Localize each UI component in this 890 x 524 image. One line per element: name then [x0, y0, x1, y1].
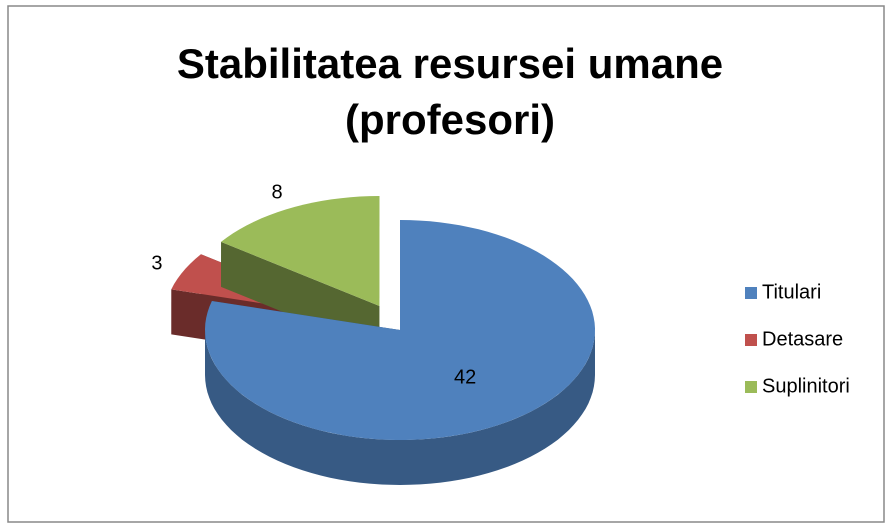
- data-label: 8: [271, 182, 282, 204]
- legend-swatch: [745, 287, 757, 299]
- legend-label: Titulari: [762, 281, 821, 303]
- legend-label: Detasare: [762, 328, 843, 350]
- slice: [221, 196, 380, 306]
- chart-title: Stabilitatea resursei umane (profesori): [176, 40, 724, 143]
- data-label: 3: [151, 252, 162, 274]
- data-label: 42: [454, 366, 476, 388]
- slice-rim: [205, 330, 595, 485]
- legend-label: Suplinitori: [762, 375, 850, 397]
- legend-swatch: [745, 381, 757, 393]
- legend-swatch: [745, 334, 757, 346]
- slice: [205, 220, 595, 440]
